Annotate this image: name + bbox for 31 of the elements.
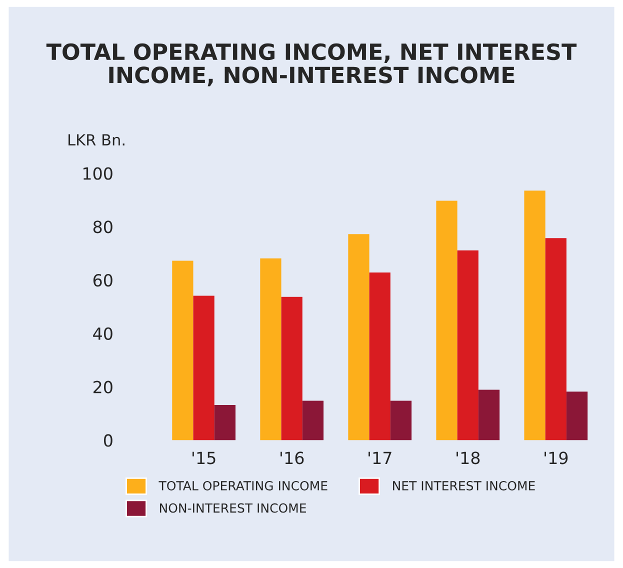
y-tick-label: 40 bbox=[93, 327, 112, 340]
y-axis-title: LKR Bn. bbox=[68, 134, 124, 146]
y-tick-label: 60 bbox=[93, 274, 112, 287]
bar bbox=[302, 400, 324, 440]
legend-label: NON-INTEREST INCOME bbox=[160, 503, 306, 513]
x-tick-label: '19 bbox=[544, 452, 568, 464]
bar bbox=[566, 392, 588, 440]
bar bbox=[436, 200, 458, 440]
bar bbox=[281, 296, 302, 440]
bar bbox=[524, 190, 546, 440]
bar bbox=[545, 238, 566, 440]
legend-label: NET INTEREST INCOME bbox=[393, 480, 535, 490]
bar bbox=[478, 390, 500, 440]
x-tick-label: '18 bbox=[456, 452, 480, 464]
bar bbox=[260, 258, 282, 440]
y-tick-label: 100 bbox=[84, 167, 112, 180]
chart-title: TOTAL OPERATING INCOME, NET INTEREST INCOME, NON-INTEREST INCOME bbox=[46, 43, 577, 86]
bar bbox=[390, 400, 412, 440]
bar bbox=[348, 234, 370, 440]
y-tick-label: 20 bbox=[94, 380, 112, 394]
bar bbox=[193, 296, 214, 440]
legend-label: TOTAL OPERATING INCOME bbox=[158, 480, 328, 490]
y-tick-label: 80 bbox=[93, 220, 112, 234]
bar bbox=[214, 404, 236, 440]
bar bbox=[457, 250, 478, 440]
y-tick-label: 0 bbox=[104, 434, 112, 447]
bar bbox=[369, 272, 390, 440]
bar bbox=[172, 260, 194, 440]
x-tick-label: '17 bbox=[368, 452, 392, 464]
x-tick-label: '15 bbox=[192, 452, 216, 464]
x-tick-label: '16 bbox=[280, 452, 304, 464]
